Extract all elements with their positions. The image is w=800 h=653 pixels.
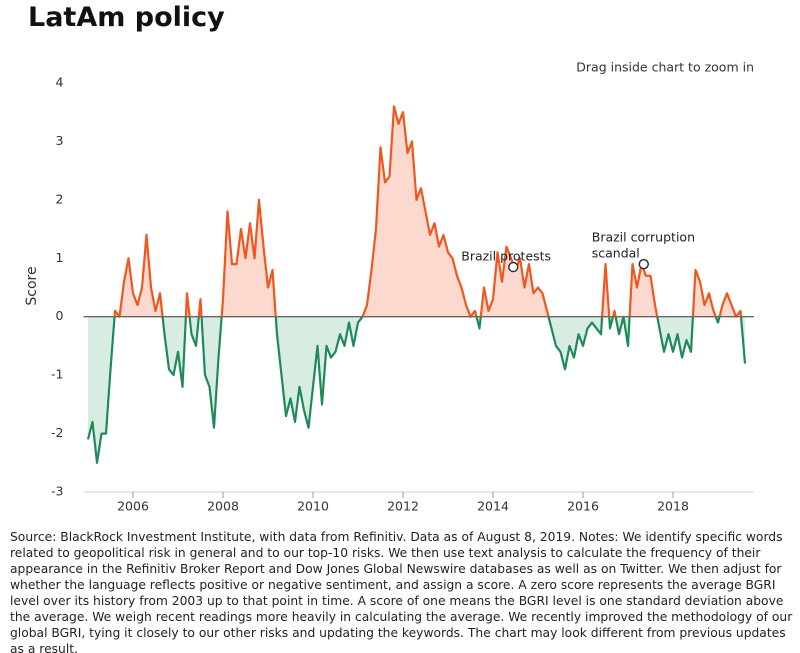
y-tick-label: 3 bbox=[56, 133, 64, 148]
y-tick-label: -2 bbox=[51, 425, 63, 440]
annotation-label: Brazil corruption bbox=[592, 230, 695, 245]
annotation-label: scandal bbox=[592, 246, 640, 261]
y-tick-label: 1 bbox=[56, 250, 64, 265]
chart: Drag inside chart to zoom in Score -3 -2 -… bbox=[24, 60, 754, 514]
x-tick-label: 2010 bbox=[297, 499, 329, 514]
line-positive bbox=[113, 105, 743, 317]
x-tick-label: 2008 bbox=[207, 499, 239, 514]
y-tick-label: 2 bbox=[56, 191, 64, 206]
x-tick-label: 2014 bbox=[477, 499, 509, 514]
y-tick-label: -3 bbox=[51, 484, 63, 499]
annotation-label: Brazil protests bbox=[461, 249, 551, 264]
notes: Source: BlackRock Investment Institute, … bbox=[10, 530, 793, 653]
area-negative bbox=[88, 316, 745, 463]
x-tick-label: 2018 bbox=[657, 499, 689, 514]
x-tick-label: 2006 bbox=[117, 499, 149, 514]
y-tick-label: -1 bbox=[51, 367, 63, 382]
y-tick-label: 0 bbox=[56, 308, 64, 323]
annotation-marker bbox=[638, 258, 649, 270]
area-positive bbox=[88, 106, 745, 317]
annotation-marker bbox=[508, 261, 519, 273]
zoom-hint: Drag inside chart to zoom in bbox=[576, 60, 754, 75]
x-tick-label: 2016 bbox=[567, 499, 599, 514]
title: LatAm policy bbox=[28, 2, 225, 33]
y-tick-label: 4 bbox=[56, 75, 64, 90]
line-negative bbox=[86, 316, 747, 464]
x-tick-label: 2012 bbox=[387, 499, 419, 514]
y-axis-label: Score bbox=[24, 266, 40, 305]
